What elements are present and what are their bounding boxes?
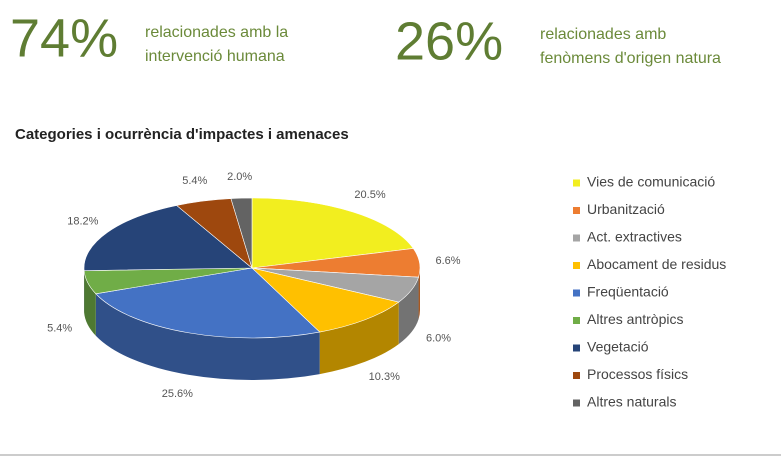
legend-swatch	[573, 372, 580, 379]
legend-swatch	[573, 207, 580, 214]
stat-desc: intervenció humana	[145, 48, 285, 65]
data-label: 6.0%	[426, 333, 451, 345]
data-label: 10.3%	[369, 371, 400, 383]
legend-label: Abocament de residus	[587, 256, 726, 272]
legend-swatch	[573, 262, 580, 269]
legend-label: Altres antròpics	[587, 311, 683, 327]
slice	[251, 197, 414, 269]
stat-desc: relacionades amb la	[145, 24, 288, 41]
slice	[250, 267, 400, 333]
legend-label: Vies de comunicació	[587, 174, 715, 190]
legend-swatch	[573, 399, 580, 407]
slice-side	[84, 270, 96, 336]
legend-swatch	[573, 179, 580, 187]
stat-desc: relacionades amb	[540, 26, 666, 43]
data-label: 6.6%	[435, 255, 460, 267]
slice-side	[95, 293, 320, 380]
slice	[83, 205, 253, 271]
stat-value: 74%	[10, 8, 118, 68]
legend-swatch	[573, 234, 580, 242]
legend-swatch	[573, 317, 580, 324]
stat-value: 26%	[395, 11, 503, 71]
data-label: 25.6%	[162, 388, 193, 400]
data-label: 5.4%	[47, 323, 72, 335]
data-label: 20.5%	[354, 189, 385, 201]
legend-swatch	[573, 289, 580, 297]
data-label: 18.2%	[67, 216, 98, 228]
slice-side	[398, 277, 419, 345]
data-label: 2.0%	[227, 171, 252, 183]
slice	[95, 267, 321, 339]
legend-label: Processos físics	[587, 366, 688, 382]
slice-side	[319, 302, 399, 375]
data-label: 5.4%	[182, 175, 207, 187]
legend-label: Vegetació	[587, 339, 649, 355]
slice-side	[418, 268, 420, 320]
stat-desc: fenòmens d'origen natura	[540, 50, 721, 67]
chart-title: Categories i ocurrència d'impactes i ame…	[15, 126, 349, 143]
legend-label: Freqüentació	[587, 284, 669, 300]
legend-label: Urbanització	[587, 201, 665, 217]
slice	[230, 197, 253, 269]
legend-label: Act. extractives	[587, 229, 682, 245]
legend-label: Altres naturals	[587, 394, 676, 410]
legend-swatch	[573, 344, 580, 352]
